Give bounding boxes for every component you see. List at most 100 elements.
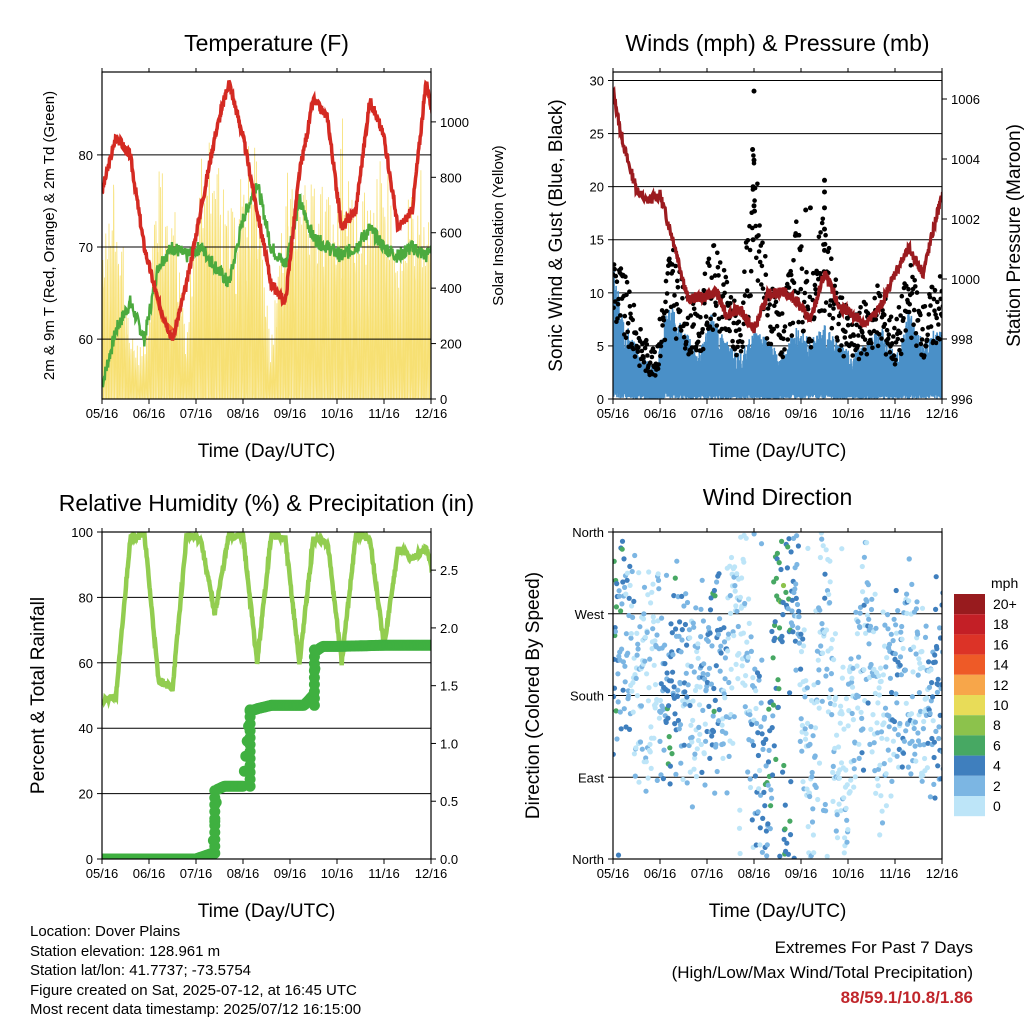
direction-point [850,717,857,723]
direction-point [618,726,624,732]
gust-point [739,339,745,345]
direction-point [705,671,711,678]
gust-point [782,324,788,329]
direction-point [733,661,739,668]
direction-point [949,760,954,765]
direction-point [921,742,927,748]
direction-point [883,664,889,670]
gust-point [763,253,768,259]
x-axis: 05/16 06/16 07/16 08/16 09/16 10/16 11/16 12/16 [597,528,958,881]
direction-point [846,708,852,714]
direction-point [641,584,648,590]
direction-point [669,630,675,636]
direction-point [672,711,678,717]
direction-point [718,650,724,656]
direction-point [717,616,723,622]
direction-point [770,713,776,719]
gust-point [781,336,786,342]
direction-point [676,633,682,639]
direction-point [881,712,887,718]
direction-point [854,631,861,637]
direction-point [669,751,675,757]
direction-point [934,689,941,696]
direction-point [654,777,660,784]
gust-point [647,360,653,366]
y2-tick-label: 1006 [951,92,980,107]
gust-point [885,341,890,346]
direction-point [860,589,866,595]
gust-point [906,309,912,315]
plot-border [612,71,943,400]
direction-point [756,677,762,683]
x-tick-label: 07/16 [691,866,724,881]
direction-point [839,675,846,681]
gust-point [925,332,930,338]
direction-point [849,675,855,681]
direction-point [695,641,701,647]
direction-point [925,740,931,746]
y2-tick-label: 2.5 [440,563,458,578]
direction-point [623,591,629,597]
direction-point [820,650,826,656]
x-tick-label: 07/16 [180,406,213,421]
direction-point [809,769,815,776]
direction-point [898,672,905,678]
y-tick-label: 20 [590,180,604,195]
direction-point [761,740,767,747]
direction-point [772,619,778,625]
direction-point [658,772,664,778]
direction-point [742,600,748,607]
direction-point [725,648,731,654]
direction-point [678,649,684,655]
gust-point [711,243,717,248]
direction-point [620,687,626,693]
gust-point [907,302,912,307]
gust-point [839,295,845,301]
y-axis-right: 0.0 0.5 1.0 1.5 2.0 2.5 [431,563,458,867]
direction-point [933,606,939,613]
direction-point [795,625,801,631]
direction-point [831,702,838,708]
direction-point [818,532,824,536]
direction-point [894,753,900,759]
direction-point [816,667,822,673]
y-axis-left: 60 70 80 [79,148,102,347]
direction-point [654,632,660,638]
direction-point [620,659,627,665]
direction-point [891,616,897,622]
direction-point [750,742,757,749]
direction-point [660,776,667,782]
direction-point [648,765,654,772]
direction-point [861,602,867,608]
direction-point [680,776,686,783]
gust-point [737,327,742,332]
direction-point [709,643,715,649]
gust-point [920,326,925,332]
direction-point [937,625,942,631]
direction-point [732,564,738,570]
direction-point [868,606,875,613]
gust-point [670,269,676,274]
x-tick-label: 07/16 [691,406,724,421]
direction-point [893,630,900,636]
direction-point [784,565,791,571]
direction-point [850,665,856,671]
direction-point [649,646,655,652]
gust-point [864,351,870,357]
direction-point [621,706,627,712]
y2-tick-label: 0.5 [440,794,458,809]
direction-point [622,663,628,669]
direction-point [674,693,681,700]
direction-point [710,728,717,735]
gust-point [889,341,895,346]
gust-point [633,331,639,336]
direction-point [727,563,733,569]
direction-point [875,730,881,736]
direction-point [781,762,787,769]
direction-point [758,700,764,706]
gust-point [842,335,848,340]
direction-point [728,666,734,672]
direction-point [923,623,929,629]
direction-point [759,731,765,737]
gust-point [910,274,915,280]
